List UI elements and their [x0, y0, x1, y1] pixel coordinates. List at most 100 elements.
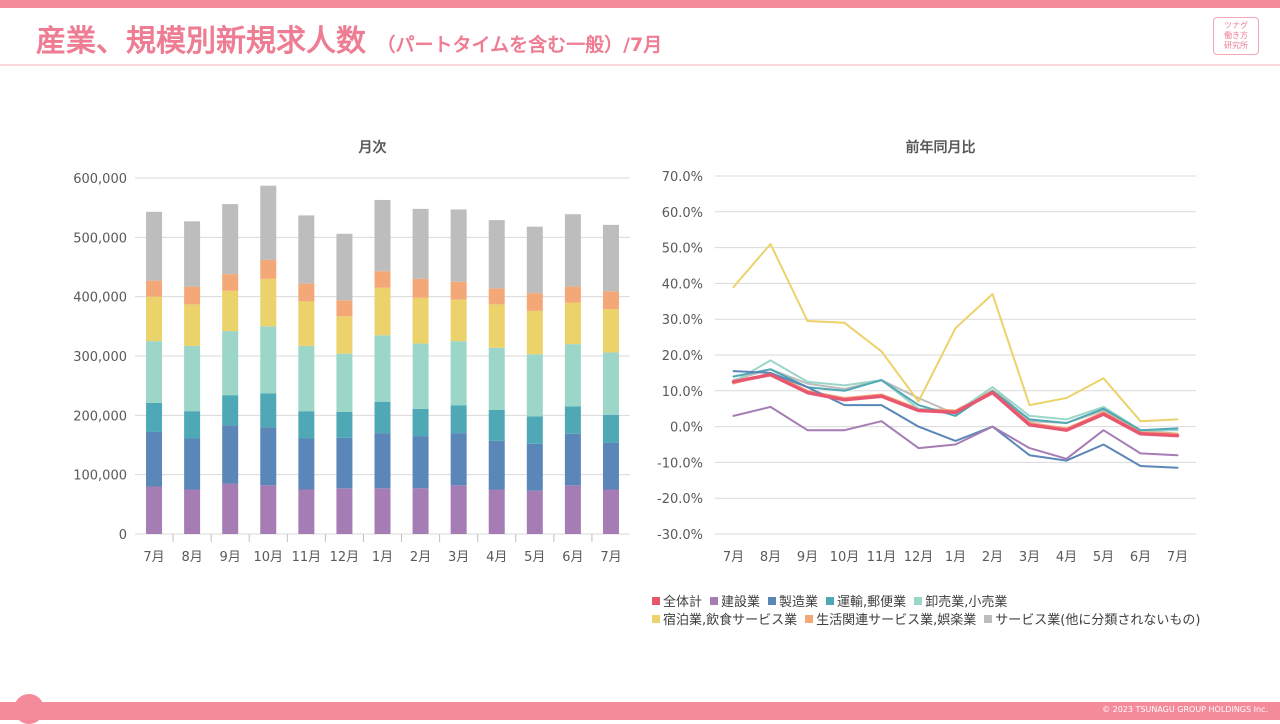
monthly-y-tick-label: 100,000	[73, 469, 127, 484]
legend-item: 宿泊業,飲食サービス業	[652, 612, 797, 630]
monthly-bar-segment	[412, 278, 429, 298]
monthly-bar-segment	[602, 309, 619, 353]
top-accent-band	[0, 0, 1280, 8]
brand-logo: ツナグ 働き方 研究所	[1213, 17, 1259, 55]
legend-swatch	[914, 597, 923, 605]
monthly-bar-segment	[146, 296, 163, 342]
monthly-bar-segment	[564, 485, 581, 534]
yoy-x-tick-label: 10月	[830, 550, 860, 565]
monthly-y-tick-label: 300,000	[73, 350, 127, 365]
yoy-y-tick-label: -20.0%	[657, 492, 703, 507]
legend-label: 全体計	[663, 595, 703, 610]
monthly-x-tick-label: 11月	[292, 550, 322, 565]
legend-swatch	[805, 615, 814, 623]
monthly-bar-segment	[374, 401, 391, 434]
yoy-y-tick-label: 50.0%	[662, 242, 703, 257]
brand-logo-line-3: 研究所	[1224, 41, 1248, 50]
monthly-bar-segment	[336, 488, 353, 534]
monthly-bar-segment	[450, 485, 467, 534]
legend-swatch	[652, 615, 660, 623]
monthly-bar-segment	[336, 437, 353, 489]
monthly-bar-segment	[412, 408, 429, 437]
monthly-y-tick-label: 0	[119, 528, 127, 543]
monthly-bar-segment	[450, 281, 467, 300]
monthly-x-tick-label: 7月	[143, 550, 164, 565]
monthly-y-tick-label: 500,000	[73, 231, 127, 246]
monthly-y-tick-label: 400,000	[73, 291, 127, 306]
legend-item: 全体計	[652, 594, 702, 612]
monthly-bar-segment	[298, 489, 315, 534]
monthly-bar-segment	[564, 433, 581, 486]
monthly-bar-segment	[374, 335, 391, 402]
yoy-x-tick-label: 9月	[797, 550, 818, 565]
monthly-bar-segment	[450, 405, 467, 434]
monthly-bar-segment	[260, 485, 277, 534]
monthly-bar-segment	[602, 352, 619, 415]
yoy-line-chart: 前年同月比 -30.0% -20.0% -10.0% 0.0% 10.0% 20.0% 30.…	[657, 139, 1196, 565]
monthly-x-tick-label: 1月	[372, 550, 393, 565]
legend-label: 運輸,郵便業	[837, 595, 907, 610]
monthly-bar-segment	[488, 288, 505, 305]
legend-swatch	[826, 597, 835, 605]
legend-label: 卸売業,小売業	[925, 595, 1008, 610]
yoy-x-tick-label: 6月	[1130, 550, 1151, 565]
monthly-x-tick-label: 4月	[486, 550, 507, 565]
monthly-bar-segment	[184, 221, 201, 287]
monthly-bar-segment	[146, 486, 163, 534]
monthly-x-tick-label: 5月	[524, 550, 545, 565]
monthly-bar-segment	[184, 411, 201, 439]
monthly-bar-segment	[526, 490, 543, 534]
monthly-bar-segment	[146, 431, 163, 487]
yoy-y-tick-label: 0.0%	[670, 421, 703, 436]
brand-logo-line-1: ツナグ	[1224, 21, 1248, 30]
monthly-bar-segment	[222, 290, 239, 332]
monthly-x-tick-label: 3月	[448, 550, 469, 565]
legend-item: サービス業(他に分類されないもの)	[984, 612, 1200, 630]
yoy-series-line	[732, 405, 1179, 460]
legend-label: 建設業	[721, 595, 761, 610]
monthly-bar-segment	[412, 436, 429, 489]
monthly-bar-segment	[260, 259, 277, 279]
monthly-bar-segment	[564, 214, 581, 287]
yoy-x-tick-label: 8月	[760, 550, 781, 565]
yoy-y-tick-label: 30.0%	[662, 313, 703, 328]
monthly-bar-segment	[526, 310, 543, 355]
monthly-bar-segment	[526, 226, 543, 294]
legend-label: 製造業	[779, 595, 819, 610]
monthly-bar-segment	[184, 438, 201, 490]
legend-item: 製造業	[768, 594, 818, 612]
monthly-bar-segment	[298, 215, 315, 284]
page-subtitle: （パートタイムを含む一般）/7月	[376, 34, 663, 56]
legend-label: サービス業(他に分類されないもの)	[995, 613, 1201, 628]
monthly-bar-segment	[450, 341, 467, 406]
monthly-bar-segment	[146, 280, 163, 297]
bottom-accent-band	[0, 702, 1280, 720]
monthly-bar-segment	[412, 297, 429, 344]
legend-swatch	[652, 597, 660, 605]
monthly-bar-segment	[602, 489, 619, 534]
monthly-bar-segment	[222, 483, 239, 534]
monthly-bar-segment	[526, 354, 543, 417]
yoy-y-tick-label: 20.0%	[662, 349, 703, 364]
yoy-x-tick-label: 3月	[1019, 550, 1040, 565]
monthly-x-tick-label: 6月	[562, 550, 583, 565]
monthly-bar-segment	[336, 316, 353, 354]
monthly-bar-segment	[450, 299, 467, 342]
monthly-bar-segment	[488, 220, 505, 289]
monthly-x-tick-label: 9月	[220, 550, 241, 565]
monthly-bar-segment	[298, 438, 315, 490]
monthly-bar-segment	[260, 326, 277, 394]
monthly-bar-segment	[602, 291, 619, 310]
yoy-x-tick-label: 12月	[904, 550, 934, 565]
legend-item: 運輸,郵便業	[826, 594, 906, 612]
legend-label: 宿泊業,飲食サービス業	[663, 613, 798, 628]
monthly-bar-segment	[412, 488, 429, 534]
monthly-bar-segment	[374, 433, 391, 489]
yoy-series-line	[732, 368, 1179, 435]
brand-logo-line-2: 働き方	[1224, 31, 1248, 40]
monthly-bar-segment	[260, 427, 277, 486]
monthly-bar-segment	[412, 208, 429, 279]
page-title: 産業、規模別新規求人数 （パートタイムを含む一般）/7月	[36, 20, 662, 64]
monthly-bar-segment	[488, 489, 505, 534]
yoy-x-tick-label: 11月	[867, 550, 897, 565]
